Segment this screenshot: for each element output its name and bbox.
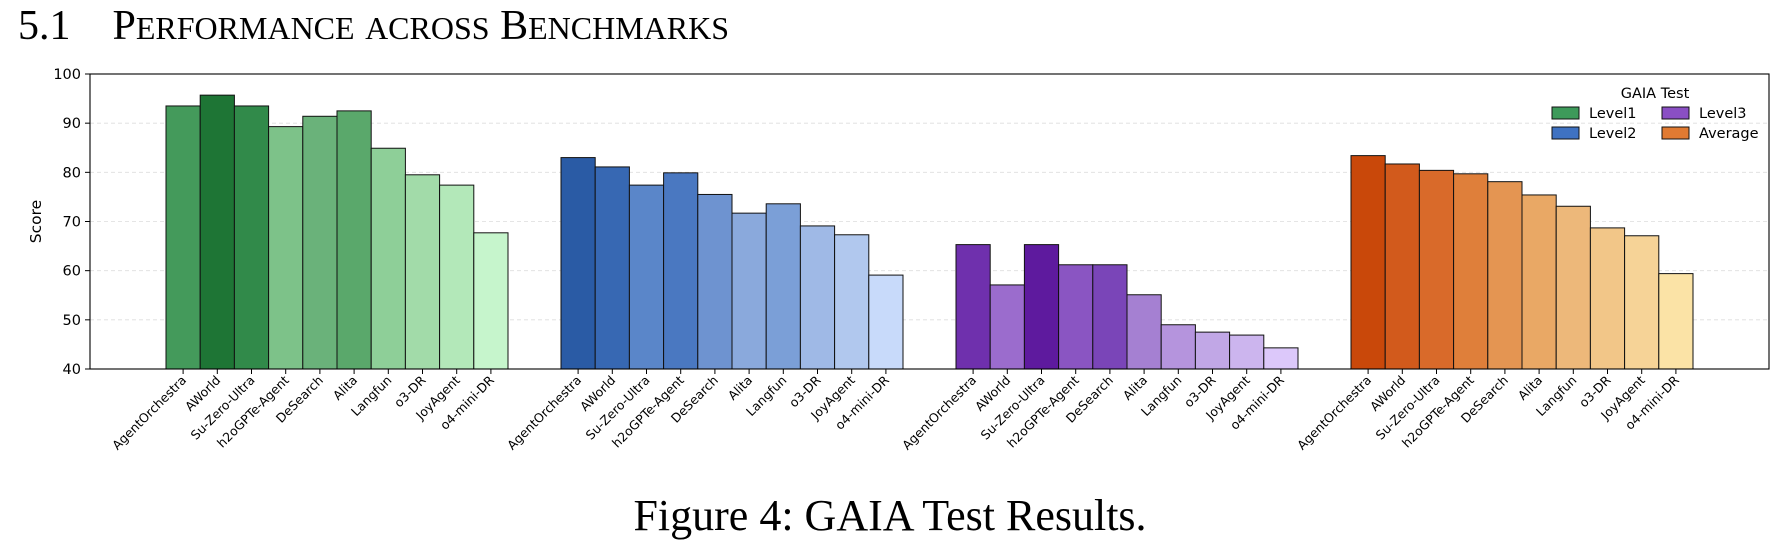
y-axis-label: Score	[27, 200, 45, 243]
bar-average-agentorchestra	[1350, 155, 1386, 370]
x-tick-label-level1-alita: Alita	[330, 373, 360, 403]
legend-label-level2: Level2	[1589, 126, 1637, 142]
x-tick-label-level3-agentorchestra: AgentOrchestra	[899, 373, 979, 453]
bar-level3-su-zero-ultra	[1023, 244, 1060, 370]
y-tick-label-70: 70	[63, 215, 81, 231]
bar-level3-h2ogpte-agent	[1058, 264, 1094, 370]
x-tick-label-level1-agentorchestra: AgentOrchestra	[109, 373, 189, 453]
legend-swatch-average	[1661, 126, 1690, 140]
bar-level3-aworld	[989, 284, 1025, 370]
title-word-2: ACROSS	[365, 10, 490, 46]
x-tick-label-average-agentorchestra: AgentOrchestra	[1294, 373, 1374, 453]
title-word-3-initial: B	[500, 3, 529, 49]
title-word-3-rest: ENCHMARKS	[528, 10, 729, 46]
bar-level2-h2ogpte-agent	[663, 172, 699, 370]
bar-level1-langfun	[370, 147, 406, 370]
bar-level2-su-zero-ultra	[628, 184, 665, 370]
x-tick-label-level2-alita: Alita	[725, 373, 755, 403]
bar-level3-o4-mini-dr	[1263, 347, 1299, 370]
bar-level1-h2ogpte-agent	[268, 126, 304, 370]
bar-level1-o4-mini-dr	[473, 232, 509, 370]
section-title: PERFORMANCE ACROSS BENCHMARKS	[113, 3, 730, 49]
section-heading: 5.1 PERFORMANCE ACROSS BENCHMARKS	[18, 2, 729, 50]
legend-label-level1: Level1	[1589, 106, 1637, 122]
bar-average-alita	[1521, 194, 1557, 370]
bar-average-o3-dr	[1589, 227, 1626, 370]
legend-title: GAIA Test	[1621, 86, 1690, 102]
bar-level1-aworld	[199, 94, 235, 370]
bar-level1-desearch	[302, 115, 338, 370]
bar-level2-aworld	[594, 166, 630, 370]
figure-caption: Figure 4: GAIA Test Results.	[633, 491, 1147, 540]
y-tick-label-60: 60	[63, 264, 81, 280]
bar-level2-agentorchestra	[560, 157, 596, 370]
y-tick-label-40: 40	[63, 362, 81, 378]
bar-average-langfun	[1555, 205, 1591, 370]
bar-level3-langfun	[1160, 324, 1196, 370]
x-tick-label-level3-alita: Alita	[1120, 373, 1150, 403]
legend-swatch-level3	[1661, 106, 1690, 120]
bar-level1-joyagent	[439, 184, 475, 370]
bar-level1-agentorchestra	[165, 105, 201, 370]
bar-level2-langfun	[765, 203, 801, 370]
y-tick-label-80: 80	[63, 165, 81, 181]
bar-average-o4-mini-dr	[1658, 273, 1694, 370]
bar-level2-o4-mini-dr	[868, 274, 904, 370]
bar-level2-joyagent	[834, 234, 870, 370]
bar-average-joyagent	[1624, 235, 1660, 370]
bar-level1-o3-dr	[404, 174, 441, 370]
x-tick-label-level2-agentorchestra: AgentOrchestra	[504, 373, 584, 453]
bar-level2-desearch	[697, 193, 733, 370]
bar-average-su-zero-ultra	[1418, 169, 1455, 370]
bar-level1-su-zero-ultra	[233, 105, 270, 370]
bar-level2-alita	[731, 212, 767, 370]
x-tick-label-average-alita: Alita	[1515, 373, 1545, 403]
section-number: 5.1	[18, 3, 71, 49]
legend-label-average: Average	[1699, 126, 1759, 142]
bar-level1-alita	[336, 110, 372, 370]
legend-swatch-level1	[1551, 106, 1580, 120]
bar-level3-o3-dr	[1194, 331, 1231, 370]
bar-average-h2ogpte-agent	[1453, 173, 1489, 370]
bar-average-desearch	[1487, 181, 1523, 370]
bar-level3-desearch	[1092, 264, 1128, 370]
title-word-1-rest: ERFORMANCE	[135, 10, 355, 46]
bar-average-aworld	[1384, 163, 1420, 370]
bar-level2-o3-dr	[799, 225, 836, 370]
bar-level3-joyagent	[1229, 334, 1265, 370]
legend-label-level3: Level3	[1699, 106, 1747, 122]
bar-level3-alita	[1126, 294, 1162, 370]
y-tick-label-90: 90	[63, 116, 81, 132]
legend-swatch-level2	[1551, 126, 1580, 140]
y-tick-label-100: 100	[53, 67, 81, 83]
bar-level3-agentorchestra	[955, 244, 991, 370]
y-tick-label-50: 50	[63, 313, 81, 329]
title-word-1-initial: P	[112, 3, 136, 49]
